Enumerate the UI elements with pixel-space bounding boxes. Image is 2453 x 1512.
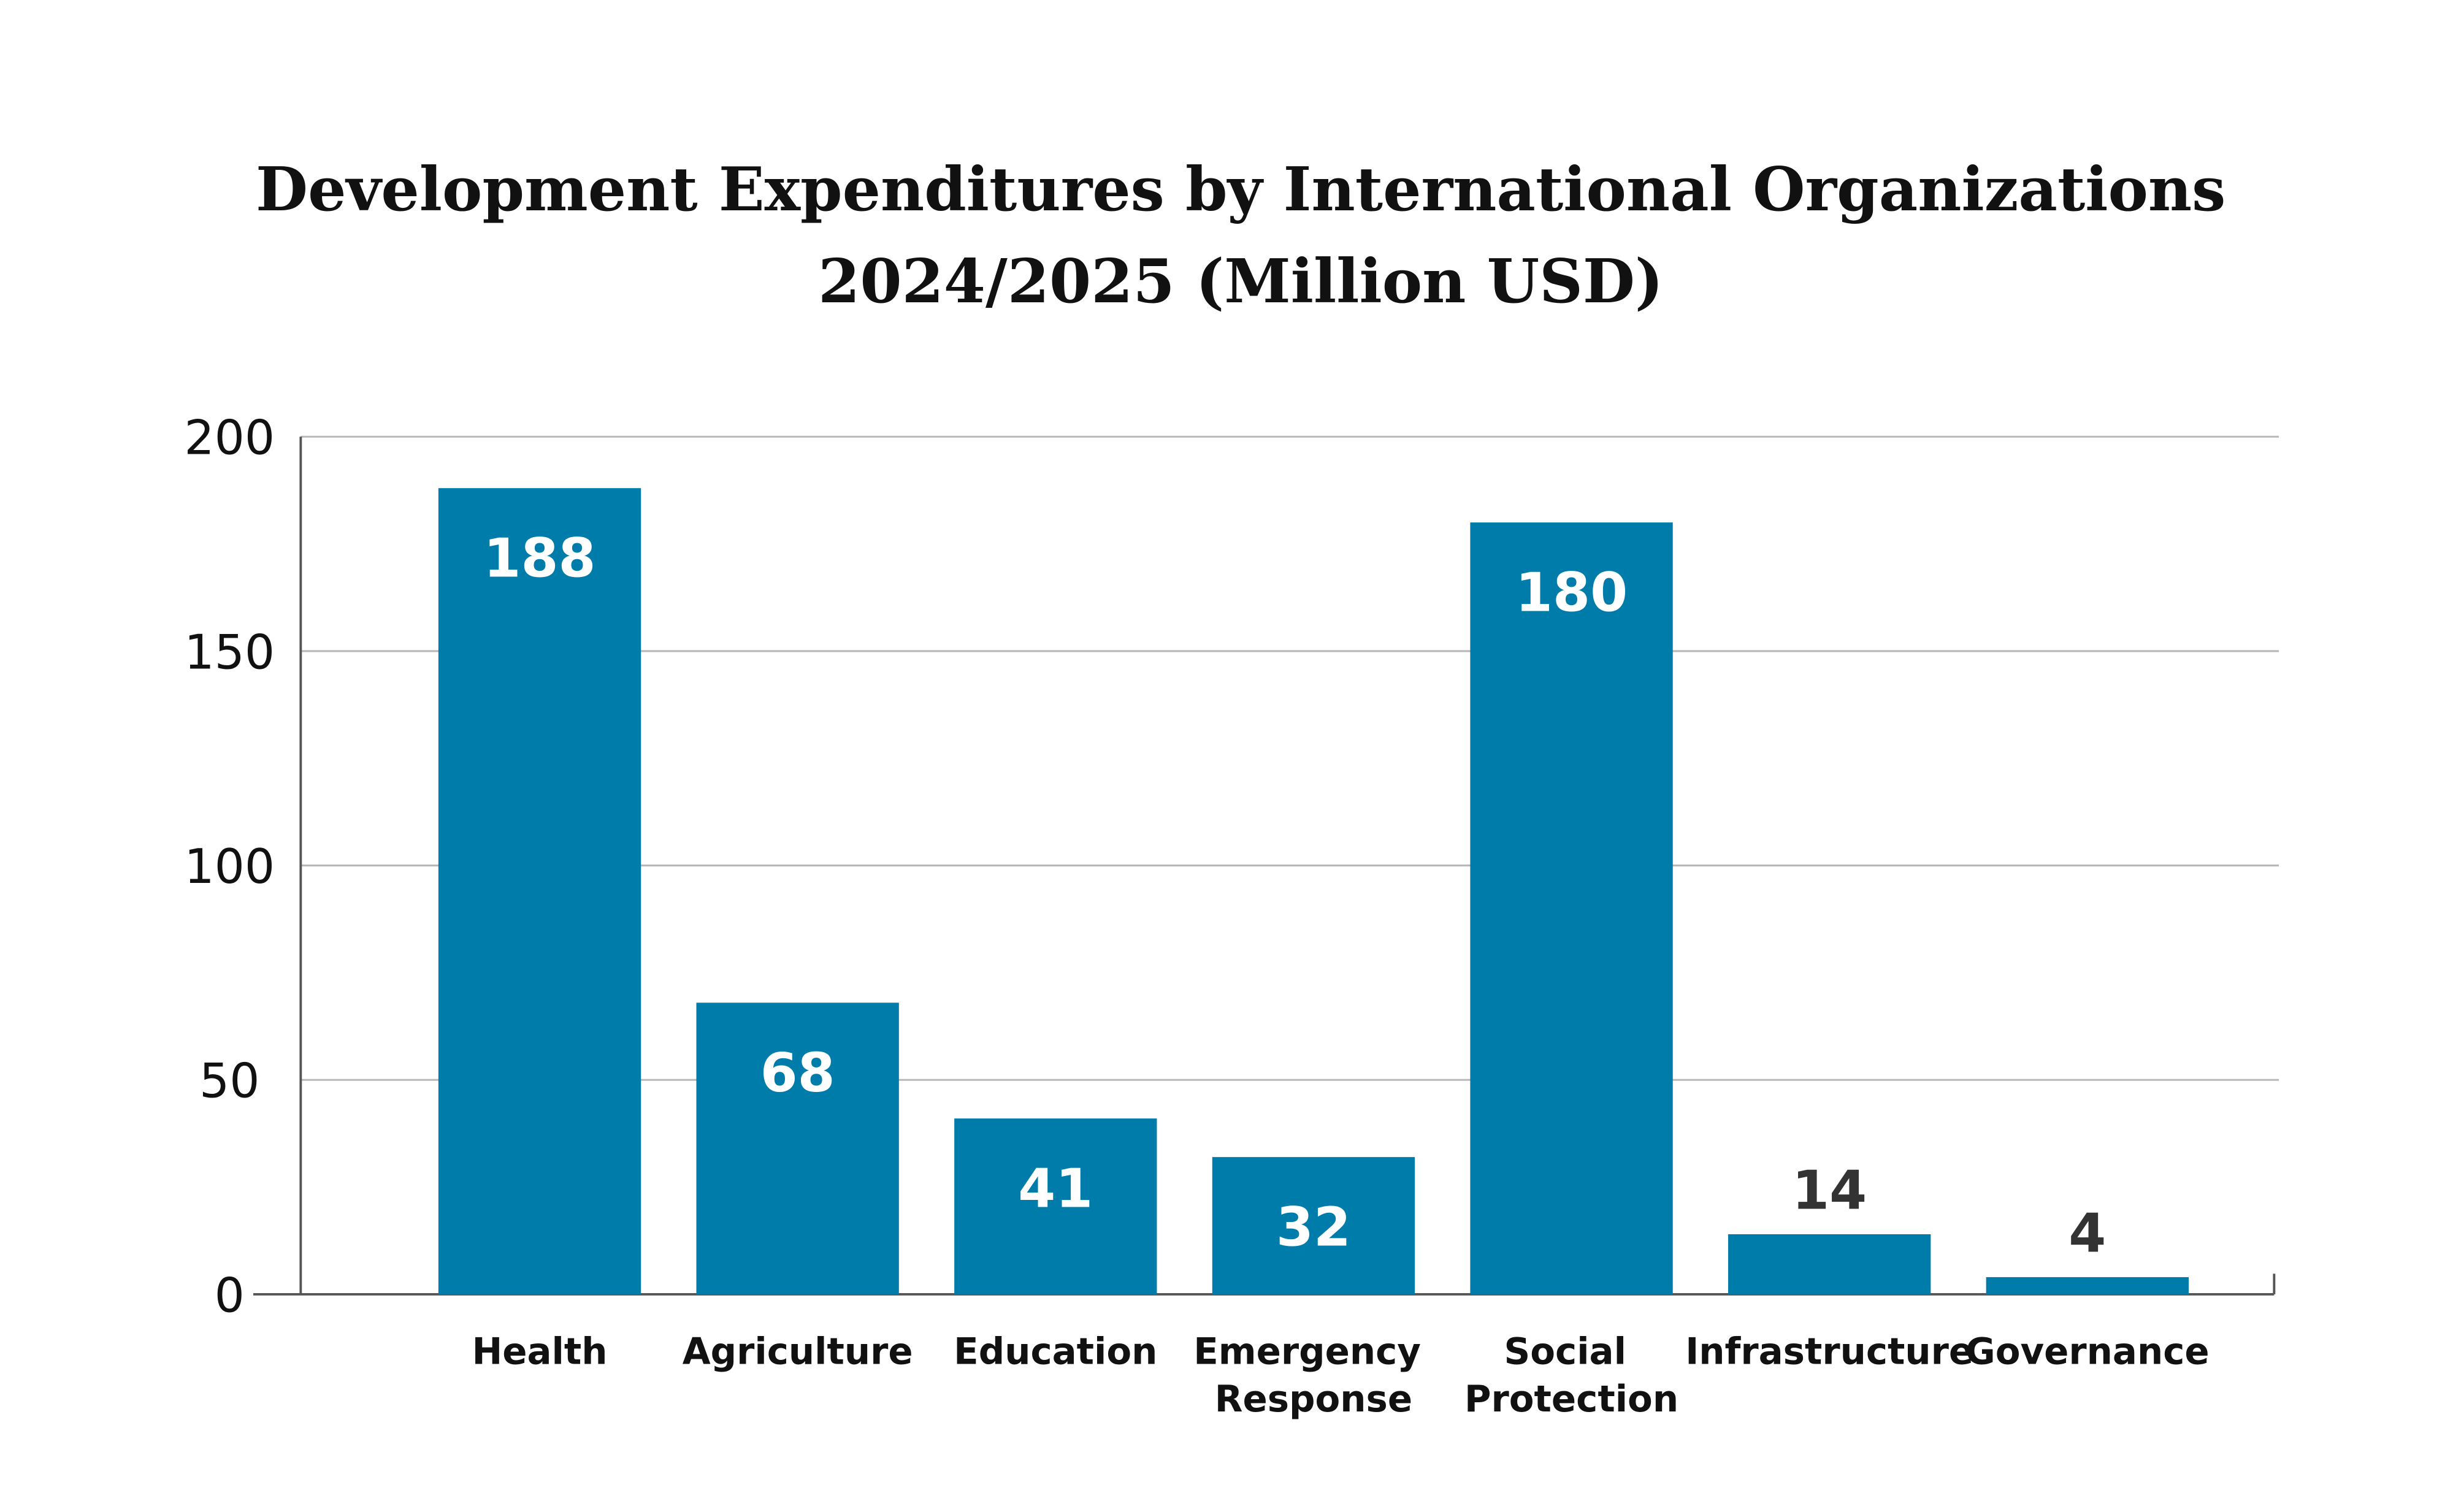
bar <box>1728 1234 1931 1294</box>
value-label: 4 <box>2068 1202 2106 1265</box>
x-tick-label: Education <box>954 1330 1157 1372</box>
bar <box>954 1118 1157 1294</box>
y-tick-label: 50 <box>199 1054 260 1109</box>
x-tick-label-line: Protection <box>1464 1378 1678 1420</box>
x-tick-label-line: Response <box>1215 1378 1412 1420</box>
x-tick-label: Health <box>472 1330 608 1372</box>
y-tick-label: 0 <box>215 1268 245 1323</box>
chart-title: 2024/2025 (Million USD) <box>818 246 1663 317</box>
y-tick-label: 150 <box>184 625 275 680</box>
value-label: 188 <box>483 527 595 590</box>
x-tick-label: Social Protection <box>1464 1330 1678 1419</box>
value-label: 180 <box>1515 562 1628 624</box>
x-tick-label: Emergency Response <box>1193 1330 1433 1419</box>
x-tick-label: Governance <box>1965 1330 2210 1372</box>
value-label: 68 <box>760 1042 835 1104</box>
value-label: 14 <box>1792 1159 1867 1222</box>
chart-title: Development Expenditures by Internationa… <box>256 155 2225 225</box>
x-tick-label-line: Emergency <box>1193 1330 1433 1372</box>
bar <box>1986 1277 2189 1294</box>
bar <box>1470 522 1673 1294</box>
value-label: 41 <box>1018 1158 1093 1220</box>
bar <box>696 1002 899 1294</box>
x-tick-label: Agriculture <box>683 1330 913 1372</box>
bar <box>1212 1157 1415 1294</box>
value-label: 32 <box>1276 1196 1351 1259</box>
y-tick-label: 100 <box>184 839 275 895</box>
bar <box>438 488 641 1294</box>
y-tick-label: 200 <box>184 411 275 466</box>
x-tick-label: Infrastructure <box>1685 1330 1973 1372</box>
x-tick-label-line: Social <box>1504 1330 1639 1372</box>
